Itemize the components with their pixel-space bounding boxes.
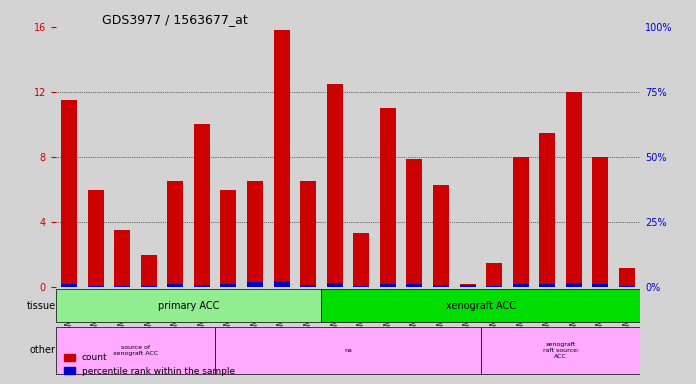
Bar <box>539 132 555 287</box>
Bar <box>247 282 263 287</box>
Bar <box>61 285 77 287</box>
Bar <box>406 159 422 287</box>
Bar <box>247 181 263 287</box>
Text: source of
xenograft ACC: source of xenograft ACC <box>113 345 158 356</box>
Bar <box>221 285 237 287</box>
Bar <box>300 285 316 287</box>
Bar <box>141 286 157 287</box>
Bar <box>61 100 77 287</box>
Bar <box>354 233 370 287</box>
Bar <box>513 157 529 287</box>
Bar <box>88 190 104 287</box>
Bar <box>433 185 449 287</box>
Text: other: other <box>30 345 56 355</box>
Bar <box>167 284 183 287</box>
Bar <box>167 181 183 287</box>
FancyBboxPatch shape <box>481 327 640 374</box>
Bar <box>326 283 342 287</box>
Bar <box>433 285 449 287</box>
Bar <box>380 108 396 287</box>
Bar <box>326 84 342 287</box>
Bar <box>274 30 290 287</box>
Bar <box>539 285 555 287</box>
Legend: count, percentile rank within the sample: count, percentile rank within the sample <box>60 350 239 379</box>
Bar <box>194 124 209 287</box>
Bar <box>513 284 529 287</box>
Bar <box>592 157 608 287</box>
Bar <box>566 92 582 287</box>
Bar <box>459 285 475 287</box>
FancyBboxPatch shape <box>322 289 640 323</box>
Bar <box>354 286 370 287</box>
Bar <box>194 285 209 287</box>
Text: na: na <box>344 348 352 353</box>
Bar <box>619 286 635 287</box>
FancyBboxPatch shape <box>56 327 215 374</box>
Text: xenograft
raft source:
ACC: xenograft raft source: ACC <box>543 342 578 359</box>
Bar <box>566 283 582 287</box>
Text: primary ACC: primary ACC <box>158 301 219 311</box>
Bar <box>114 286 130 287</box>
Bar <box>487 263 502 287</box>
Text: tissue: tissue <box>26 301 56 311</box>
Bar <box>114 230 130 287</box>
FancyBboxPatch shape <box>215 327 481 374</box>
Bar <box>221 190 237 287</box>
Bar <box>459 284 475 287</box>
Text: xenograft ACC: xenograft ACC <box>446 301 516 311</box>
Bar <box>141 255 157 287</box>
Bar <box>380 285 396 287</box>
FancyBboxPatch shape <box>56 289 322 323</box>
Bar <box>406 285 422 287</box>
Text: GDS3977 / 1563677_at: GDS3977 / 1563677_at <box>102 13 248 26</box>
Bar <box>592 285 608 287</box>
Bar <box>487 286 502 287</box>
Bar <box>274 281 290 287</box>
Bar <box>619 268 635 287</box>
Bar <box>88 286 104 287</box>
Bar <box>300 181 316 287</box>
